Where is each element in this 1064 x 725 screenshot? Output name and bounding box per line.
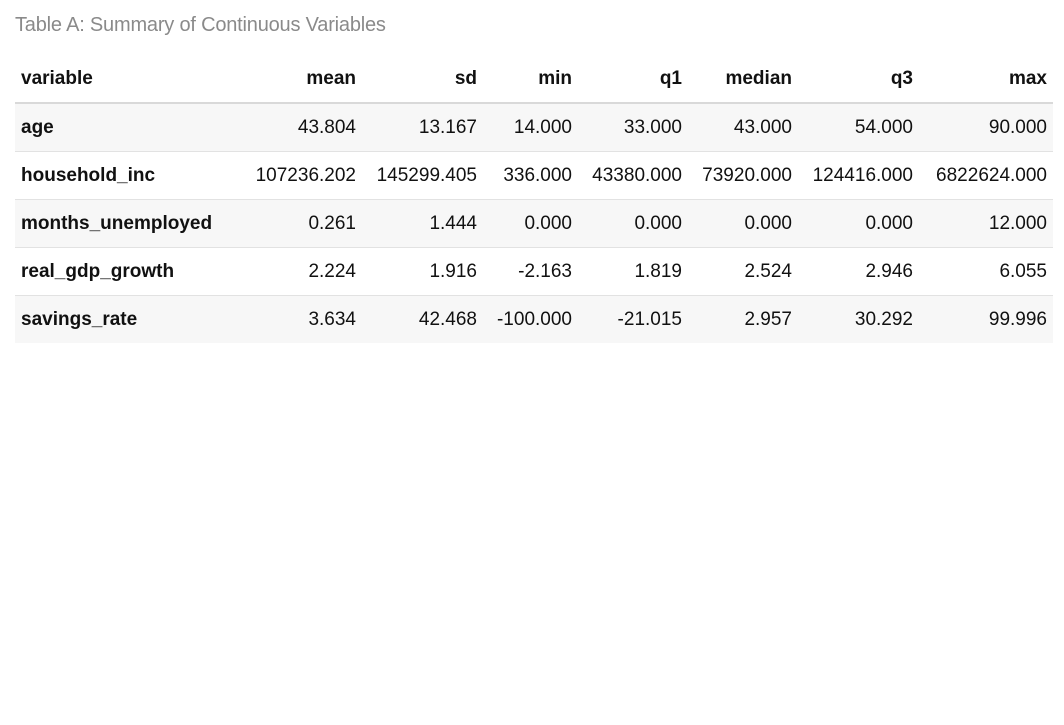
table-row: months_unemployed 0.261 1.444 0.000 0.00… <box>15 199 1053 248</box>
cell-q3: 2.946 <box>798 247 919 296</box>
cell-q3: 30.292 <box>798 295 919 343</box>
header-sd: sd <box>362 56 483 104</box>
cell-min: 0.000 <box>483 199 578 248</box>
cell-variable: household_inc <box>15 151 241 200</box>
cell-q3: 0.000 <box>798 199 919 248</box>
header-q3: q3 <box>798 56 919 104</box>
cell-max: 99.996 <box>919 295 1053 343</box>
cell-median: 2.957 <box>688 295 798 343</box>
cell-median: 43.000 <box>688 103 798 152</box>
table-row: household_inc 107236.202 145299.405 336.… <box>15 151 1053 200</box>
header-median: median <box>688 56 798 104</box>
cell-max: 6.055 <box>919 247 1053 296</box>
cell-q3: 124416.000 <box>798 151 919 200</box>
cell-sd: 1.444 <box>362 199 483 248</box>
table-row: savings_rate 3.634 42.468 -100.000 -21.0… <box>15 295 1053 343</box>
header-q1: q1 <box>578 56 688 104</box>
cell-q1: -21.015 <box>578 295 688 343</box>
header-max: max <box>919 56 1053 104</box>
cell-q1: 33.000 <box>578 103 688 152</box>
cell-variable: months_unemployed <box>15 199 241 248</box>
cell-q3: 54.000 <box>798 103 919 152</box>
cell-min: -100.000 <box>483 295 578 343</box>
cell-min: 336.000 <box>483 151 578 200</box>
cell-mean: 0.261 <box>241 199 362 248</box>
table-header: variable mean sd min q1 median q3 max <box>15 56 1053 104</box>
cell-q1: 0.000 <box>578 199 688 248</box>
cell-q1: 43380.000 <box>578 151 688 200</box>
cell-max: 90.000 <box>919 103 1053 152</box>
cell-max: 6822624.000 <box>919 151 1053 200</box>
cell-variable: savings_rate <box>15 295 241 343</box>
table-row: real_gdp_growth 2.224 1.916 -2.163 1.819… <box>15 247 1053 296</box>
header-variable: variable <box>15 56 241 104</box>
cell-mean: 43.804 <box>241 103 362 152</box>
cell-mean: 3.634 <box>241 295 362 343</box>
cell-sd: 13.167 <box>362 103 483 152</box>
header-mean: mean <box>241 56 362 104</box>
cell-median: 73920.000 <box>688 151 798 200</box>
cell-variable: real_gdp_growth <box>15 247 241 296</box>
table-body: age 43.804 13.167 14.000 33.000 43.000 5… <box>15 103 1053 343</box>
cell-median: 0.000 <box>688 199 798 248</box>
header-min: min <box>483 56 578 104</box>
cell-sd: 1.916 <box>362 247 483 296</box>
cell-q1: 1.819 <box>578 247 688 296</box>
table-caption: Table A: Summary of Continuous Variables <box>15 14 386 36</box>
cell-min: 14.000 <box>483 103 578 152</box>
header-row: variable mean sd min q1 median q3 max <box>15 56 1053 104</box>
cell-sd: 145299.405 <box>362 151 483 200</box>
cell-mean: 2.224 <box>241 247 362 296</box>
cell-max: 12.000 <box>919 199 1053 248</box>
cell-min: -2.163 <box>483 247 578 296</box>
table-row: age 43.804 13.167 14.000 33.000 43.000 5… <box>15 103 1053 152</box>
summary-table: variable mean sd min q1 median q3 max ag… <box>15 56 1053 343</box>
cell-median: 2.524 <box>688 247 798 296</box>
cell-sd: 42.468 <box>362 295 483 343</box>
cell-mean: 107236.202 <box>241 151 362 200</box>
cell-variable: age <box>15 103 241 152</box>
